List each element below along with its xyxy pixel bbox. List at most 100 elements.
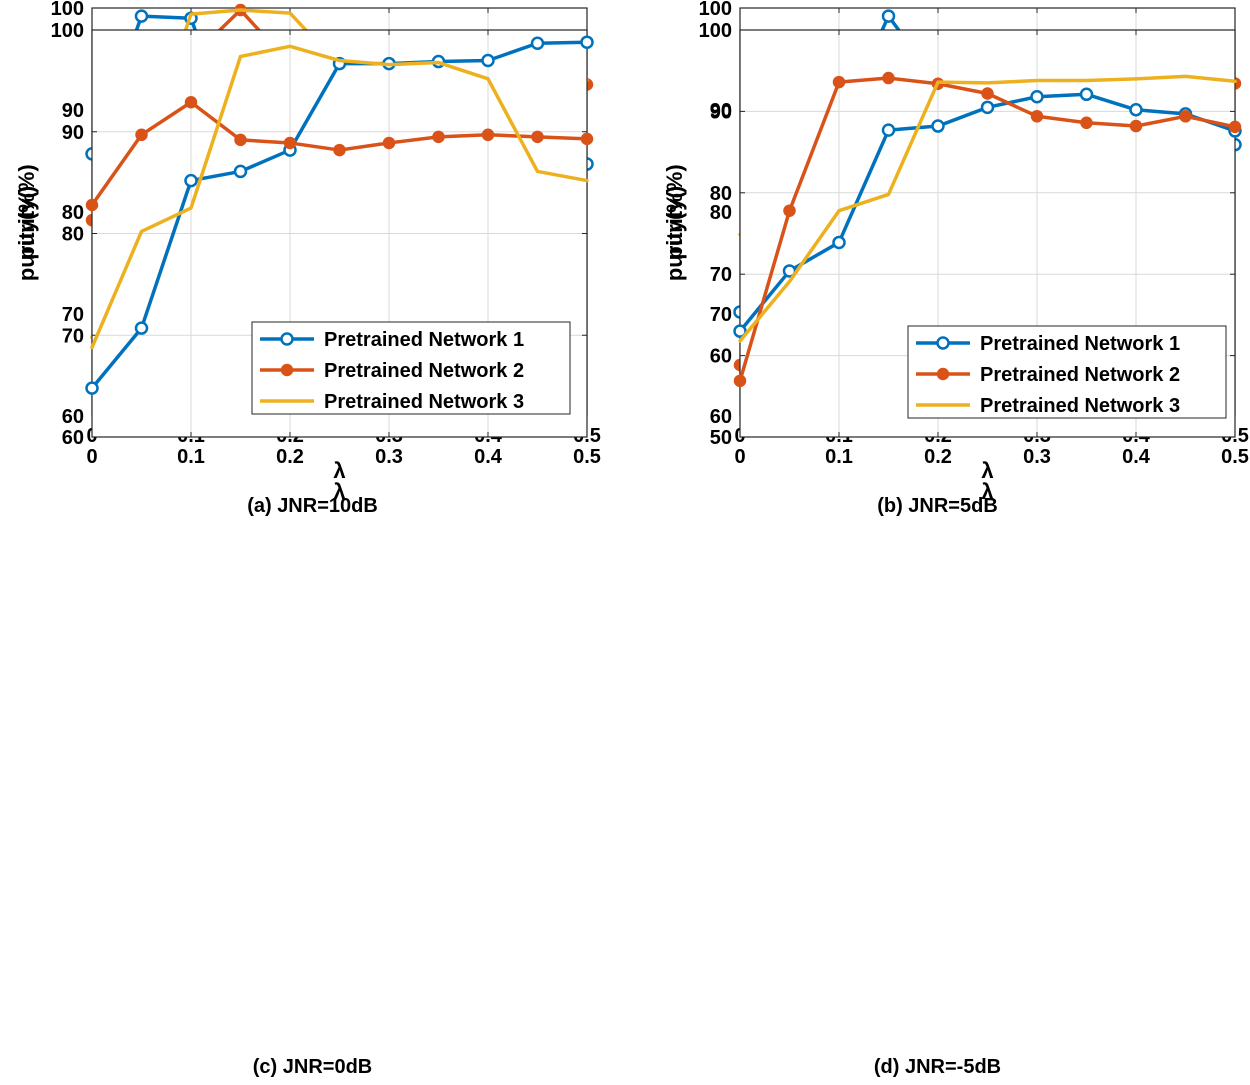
- x-tick-label: 0.4: [474, 446, 503, 468]
- data-point: [1030, 110, 1044, 123]
- y-tick-label: 70: [710, 264, 732, 286]
- data-point: [733, 324, 747, 338]
- y-tick-label: 80: [710, 183, 732, 205]
- data-point: [432, 130, 445, 144]
- x-tick-label: 0.4: [1122, 446, 1151, 468]
- y-tick-label: 80: [62, 224, 84, 246]
- y-tick-label: 100: [51, 0, 84, 20]
- x-tick-label: 0: [734, 446, 745, 468]
- legend: Pretrained Network 1 Pretrained Network 2…: [251, 321, 571, 415]
- y-tick-label: 60: [62, 427, 84, 449]
- axes-box: [739, 29, 1236, 438]
- y-axis-label: purity(%): [662, 186, 687, 281]
- y-tick-label: 90: [62, 122, 84, 144]
- chart-panel-c: 0 0.1 0.2 0.3 0.4 0.5 60 70 80 90 100 λ purity(%) Pre…: [0, 20, 625, 1085]
- y-axis-label: purity(%): [662, 164, 687, 259]
- data-point: [481, 128, 495, 142]
- data-point: [85, 381, 99, 395]
- data-point: [1179, 110, 1192, 123]
- data-point: [881, 123, 896, 137]
- data-point: [1129, 119, 1143, 133]
- x-axis-label: λ: [981, 479, 993, 504]
- series-2: [85, 95, 594, 212]
- series-3: [90, 44, 589, 350]
- data-point: [234, 133, 247, 147]
- legend-item: Pretrained Network 3: [260, 391, 524, 413]
- x-axis-label: λ: [333, 458, 345, 483]
- data-point: [233, 164, 248, 179]
- data-point: [1129, 103, 1143, 117]
- x-axis-label: λ: [333, 479, 345, 504]
- x-tick-label: 0.3: [1023, 446, 1051, 468]
- y-axis-label: purity(%): [14, 186, 39, 281]
- data-point: [530, 36, 545, 50]
- legend-marker: [280, 363, 294, 377]
- y-axis-label: purity(%): [14, 164, 39, 259]
- chart-caption-d: (d) JNR=-5dB: [873, 1056, 1002, 1078]
- y-tick-label: 100: [51, 20, 84, 42]
- x-tick-label: 0.2: [276, 446, 304, 468]
- series-line: [90, 44, 589, 350]
- y-tick-label: 80: [710, 202, 732, 224]
- data-point: [1228, 120, 1242, 134]
- legend-label: Pretrained Network 1: [980, 333, 1180, 355]
- legend-item: Pretrained Network 1: [916, 333, 1180, 355]
- legend-item: Pretrained Network 3: [916, 395, 1180, 417]
- data-point: [832, 235, 846, 250]
- legend-label: Pretrained Network 3: [324, 391, 524, 413]
- x-axis-label: λ: [981, 458, 993, 483]
- data-point: [1030, 89, 1044, 104]
- y-tick-label: 70: [710, 304, 732, 326]
- x-tick-label: 0.2: [924, 446, 952, 468]
- data-point: [1079, 87, 1094, 102]
- y-tick-label: 90: [62, 100, 84, 122]
- x-tick-label: 0.5: [573, 446, 601, 468]
- data-point: [931, 119, 945, 133]
- y-tick-label: 50: [710, 427, 732, 449]
- x-tick-label: 0.1: [825, 446, 853, 468]
- x-tick-label: 0.3: [375, 446, 403, 468]
- data-point: [85, 198, 99, 212]
- legend-item: Pretrained Network 1: [260, 329, 524, 351]
- y-tick-label: 60: [710, 406, 732, 428]
- data-point: [1080, 116, 1093, 130]
- legend-item: Pretrained Network 2: [916, 364, 1180, 386]
- data-point: [135, 128, 148, 142]
- chart-plot-c: 0 0.1 0.2 0.3 0.4 0.5 60 70 80 90 100 λ purity(%) Pre…: [14, 20, 601, 504]
- data-point: [881, 9, 896, 23]
- x-tick-label: 0.5: [1221, 446, 1249, 468]
- y-tick-label: 70: [62, 325, 84, 347]
- data-point: [980, 100, 995, 115]
- data-point: [134, 9, 149, 23]
- data-point: [184, 95, 198, 109]
- data-point: [481, 53, 495, 68]
- chart-panel-d: 0 0.1 0.2 0.3 0.4 0.5 50 60 70 80 90 100 λ purity(%) P…: [625, 20, 1250, 1085]
- data-point: [580, 132, 594, 146]
- legend-label: Pretrained Network 3: [980, 395, 1180, 417]
- legend-marker: [936, 367, 950, 381]
- y-tick-label: 90: [710, 100, 732, 122]
- y-tick-label: 80: [62, 202, 84, 224]
- legend: Pretrained Network 1 Pretrained Network 2…: [907, 325, 1227, 419]
- y-tick-label: 90: [710, 101, 732, 123]
- data-point: [333, 143, 346, 157]
- x-tick-label: 0: [86, 446, 97, 468]
- x-tick-label: 0.1: [177, 446, 205, 468]
- series-line: [738, 74, 1237, 343]
- data-point: [733, 374, 747, 388]
- chart-caption-b: (b) JNR=5dB: [877, 495, 998, 517]
- legend-label: Pretrained Network 1: [324, 329, 524, 351]
- y-tick-label: 100: [699, 20, 732, 42]
- legend-item: Pretrained Network 2: [260, 360, 524, 382]
- chart-caption-a: (a) JNR=10dB: [247, 495, 378, 517]
- legend-label: Pretrained Network 2: [980, 364, 1180, 386]
- data-point: [981, 87, 994, 100]
- data-point: [832, 75, 846, 89]
- legend-marker: [280, 332, 294, 346]
- chart-caption-c: (c) JNR=0dB: [252, 1056, 373, 1078]
- y-tick-label: 70: [62, 304, 84, 326]
- series-1: [733, 87, 1242, 338]
- data-point: [783, 204, 796, 217]
- data-point: [382, 136, 396, 150]
